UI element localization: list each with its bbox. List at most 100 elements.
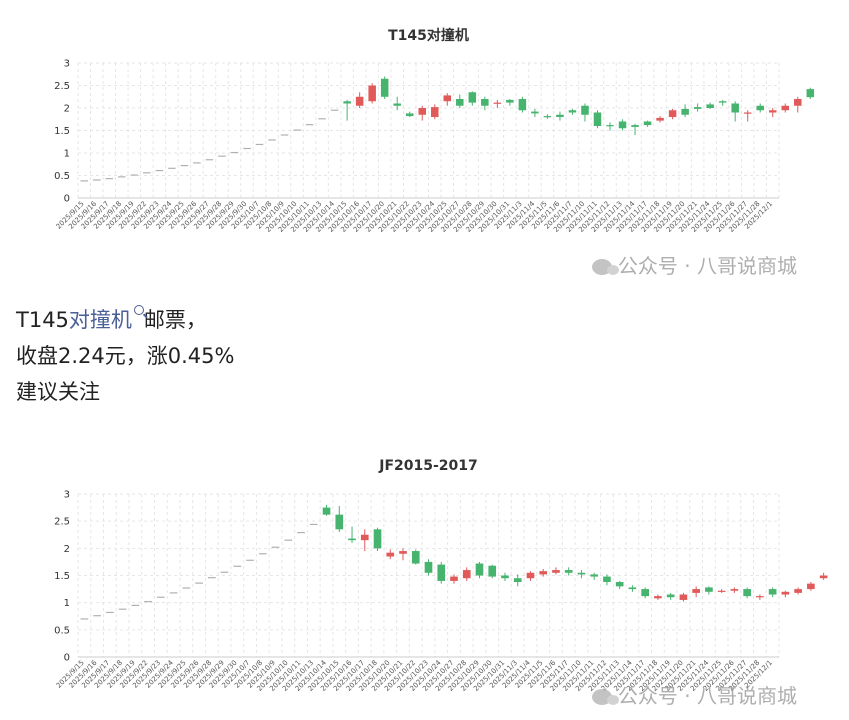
y-tick-label: 2 bbox=[64, 104, 70, 115]
candle bbox=[543, 116, 552, 118]
candle bbox=[717, 590, 726, 592]
candle bbox=[603, 576, 611, 583]
chart-jf2015: JF2015-2017 0 0.5 1 1.5 2 2.5 3 2025/9/15 2025/9/… bbox=[0, 448, 849, 720]
candle bbox=[539, 571, 548, 575]
candle bbox=[493, 102, 502, 104]
candle bbox=[355, 96, 364, 106]
candle bbox=[807, 583, 815, 590]
candle bbox=[443, 95, 452, 102]
y-tick-label: 0 bbox=[64, 653, 70, 664]
candle bbox=[705, 587, 713, 592]
candle bbox=[577, 572, 586, 575]
candle bbox=[781, 105, 790, 111]
candle bbox=[556, 114, 564, 117]
candle bbox=[731, 103, 739, 113]
candle bbox=[615, 582, 624, 587]
candle bbox=[656, 117, 664, 121]
wechat-icon bbox=[591, 259, 619, 275]
chart-title: T145对撞机 bbox=[388, 27, 469, 44]
candle bbox=[679, 594, 688, 600]
candle bbox=[756, 105, 764, 111]
candle bbox=[322, 507, 331, 515]
y-tick-label: 0.5 bbox=[54, 625, 70, 636]
y-tick-label: 0 bbox=[64, 194, 70, 205]
candle bbox=[706, 104, 714, 108]
candle bbox=[590, 574, 599, 577]
y-tick-label: 3 bbox=[64, 490, 70, 501]
candle bbox=[693, 107, 702, 109]
candle bbox=[666, 594, 675, 598]
wechat-icon bbox=[591, 689, 619, 705]
watermark: 公众号 · 八哥说商城 bbox=[591, 250, 797, 279]
article-prefix: T145 bbox=[16, 308, 69, 332]
candle bbox=[405, 113, 414, 117]
candle bbox=[488, 565, 497, 577]
article-line-3: 建议关注 bbox=[16, 380, 100, 404]
candle bbox=[606, 125, 614, 127]
candle bbox=[393, 103, 401, 106]
chart-t145: T145对撞机 0 0.5 1 1.5 2 2.5 3 2025/9/15 2025/9/16 20… bbox=[0, 0, 849, 275]
candle bbox=[526, 572, 535, 579]
candle bbox=[631, 125, 639, 127]
search-icon[interactable] bbox=[133, 305, 144, 315]
candle bbox=[518, 99, 527, 111]
article-line-2: 收盘2.24元，涨0.45% bbox=[16, 344, 235, 368]
candle bbox=[462, 570, 471, 579]
article-text: T145对撞机 邮票， 收盘2.24元，涨0.45% 建议关注 bbox=[16, 302, 234, 410]
candle bbox=[794, 589, 802, 593]
candle bbox=[506, 99, 514, 103]
candle bbox=[501, 575, 509, 579]
candle bbox=[424, 561, 433, 573]
y-tick-label: 2.5 bbox=[54, 517, 70, 528]
candle bbox=[468, 92, 477, 103]
candle bbox=[431, 107, 439, 117]
candle bbox=[450, 576, 458, 581]
y-tick-label: 1.5 bbox=[54, 571, 70, 582]
candle bbox=[581, 105, 589, 115]
candle bbox=[399, 551, 407, 554]
candle bbox=[335, 514, 344, 530]
candle bbox=[513, 578, 522, 583]
chart-t145-svg: T145对撞机00.511.522.532025/9/152025/9/1620… bbox=[54, 27, 815, 234]
watermark-text: 公众号 · 八哥说商城 bbox=[617, 684, 797, 708]
candle bbox=[743, 112, 752, 114]
candle bbox=[768, 589, 777, 595]
article-line-1: T145对撞机 邮票， bbox=[16, 302, 234, 338]
candle bbox=[343, 101, 351, 104]
candle bbox=[668, 110, 677, 117]
candle bbox=[654, 596, 662, 599]
candle bbox=[380, 78, 389, 97]
y-tick-label: 3 bbox=[64, 59, 70, 70]
candle bbox=[481, 99, 489, 106]
candle bbox=[411, 551, 420, 564]
candle bbox=[756, 596, 764, 598]
candle bbox=[437, 564, 446, 581]
candle bbox=[360, 534, 369, 541]
y-tick-label: 1 bbox=[64, 598, 70, 609]
y-tick-label: 2.5 bbox=[54, 81, 70, 92]
candle bbox=[373, 529, 382, 549]
candle bbox=[618, 121, 627, 129]
candle bbox=[806, 89, 815, 98]
candle bbox=[743, 589, 751, 597]
candle bbox=[730, 589, 739, 591]
candle bbox=[641, 589, 649, 597]
y-tick-label: 0.5 bbox=[54, 171, 70, 182]
article-suffix: 邮票， bbox=[143, 308, 207, 332]
watermark-text: 公众号 · 八哥说商城 bbox=[617, 254, 797, 278]
y-tick-label: 1.5 bbox=[54, 126, 70, 137]
candle bbox=[643, 121, 652, 126]
candle bbox=[386, 552, 395, 557]
candle bbox=[628, 587, 637, 590]
candle bbox=[794, 99, 802, 106]
candle bbox=[681, 108, 689, 115]
candle bbox=[718, 101, 727, 103]
candle bbox=[531, 111, 539, 114]
candle bbox=[418, 108, 426, 115]
candle bbox=[348, 538, 356, 541]
y-tick-label: 1 bbox=[64, 149, 70, 160]
candle bbox=[475, 563, 484, 576]
collider-link[interactable]: 对撞机 bbox=[68, 308, 132, 332]
candle bbox=[819, 575, 828, 579]
candle bbox=[768, 110, 777, 113]
